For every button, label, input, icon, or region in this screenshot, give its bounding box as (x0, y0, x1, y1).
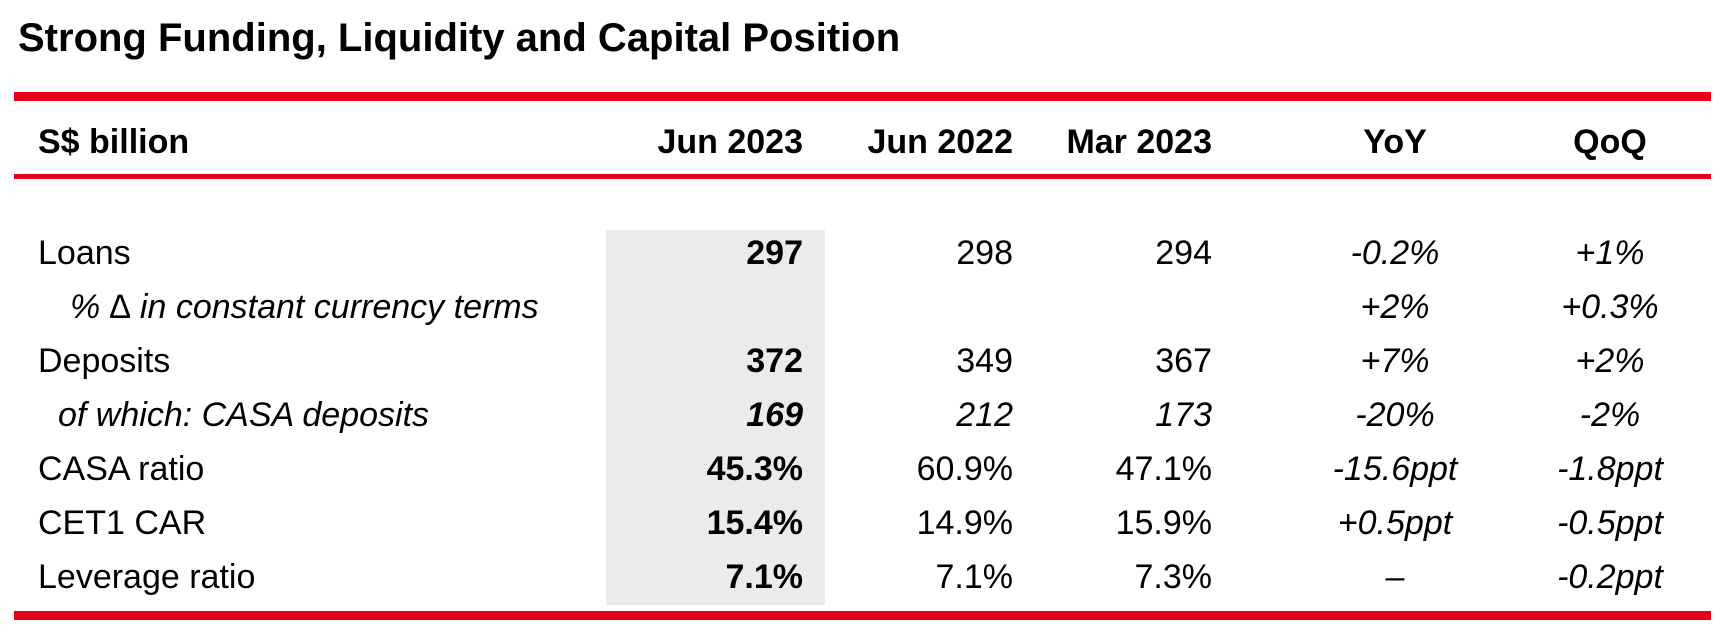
row-label: CASA ratio (38, 450, 205, 488)
bottom-rule (14, 611, 1711, 620)
table-row: CET1 CAR 15.4% 14.9% 15.9% +0.5ppt -0.5p… (0, 496, 1726, 550)
row-label: Deposits (38, 342, 171, 380)
current-period-highlight (606, 230, 825, 605)
row-label: of which: CASA deposits (58, 396, 430, 434)
col-header-mar-2023: Mar 2023 (1066, 123, 1212, 161)
cell-yoy: -0.2% (1350, 234, 1440, 272)
cell-jun-2022: 212 (956, 396, 1013, 434)
top-rule (14, 92, 1711, 101)
cell-mar-2023: 294 (1155, 234, 1212, 272)
cell-jun-2023: 297 (746, 234, 803, 272)
table-row: CASA ratio 45.3% 60.9% 47.1% -15.6ppt -1… (0, 442, 1726, 496)
cell-mar-2023: 367 (1155, 342, 1212, 380)
cell-jun-2022: 14.9% (916, 504, 1013, 542)
table-row: of which: CASA deposits 169 212 173 -20%… (0, 388, 1726, 442)
cell-yoy: +0.5ppt (1337, 504, 1453, 542)
header-rule (14, 174, 1711, 179)
col-header-qoq: QoQ (1573, 123, 1647, 161)
cell-qoq: -1.8ppt (1557, 450, 1663, 488)
cell-mar-2023: 15.9% (1115, 504, 1212, 542)
cell-jun-2023: 372 (746, 342, 803, 380)
cell-jun-2022: 298 (956, 234, 1013, 272)
cell-mar-2023: 173 (1155, 396, 1212, 434)
cell-yoy: +2% (1360, 288, 1430, 326)
cell-qoq: +2% (1575, 342, 1645, 380)
cell-qoq: -2% (1579, 396, 1641, 434)
cell-qoq: -0.5ppt (1557, 504, 1663, 542)
cell-yoy: -15.6ppt (1332, 450, 1458, 488)
cell-jun-2022: 7.1% (935, 558, 1014, 596)
cell-qoq: -0.2ppt (1557, 558, 1663, 596)
row-label: Leverage ratio (38, 558, 256, 596)
cell-mar-2023: 7.3% (1134, 558, 1213, 596)
table-row: Deposits 372 349 367 +7% +2% (0, 334, 1726, 388)
row-label: Loans (38, 234, 131, 272)
row-label: CET1 CAR (38, 504, 207, 542)
table-row: % ∆ in constant currency terms +2% +0.3% (0, 280, 1726, 334)
col-header-yoy: YoY (1363, 123, 1427, 161)
cell-jun-2023: 45.3% (706, 450, 803, 488)
cell-jun-2022: 60.9% (916, 450, 1013, 488)
cell-mar-2023: 47.1% (1115, 450, 1212, 488)
table-row: Leverage ratio 7.1% 7.1% 7.3% – -0.2ppt (0, 550, 1726, 604)
col-header-jun-2023: Jun 2023 (657, 123, 803, 161)
page-title: Strong Funding, Liquidity and Capital Po… (18, 16, 901, 60)
cell-qoq: +0.3% (1561, 288, 1659, 326)
cell-jun-2022: 349 (956, 342, 1013, 380)
row-label: % ∆ in constant currency terms (70, 288, 539, 326)
cell-jun-2023: 7.1% (725, 558, 804, 596)
cell-jun-2023: 15.4% (706, 504, 803, 542)
cell-jun-2023: 169 (746, 396, 803, 434)
col-header-jun-2022: Jun 2022 (867, 123, 1013, 161)
cell-yoy: -20% (1355, 396, 1435, 434)
cell-yoy: – (1385, 558, 1405, 596)
cell-yoy: +7% (1360, 342, 1430, 380)
cell-qoq: +1% (1575, 234, 1645, 272)
table-row: Loans 297 298 294 -0.2% +1% (0, 226, 1726, 280)
unit-header: S$ billion (38, 123, 190, 161)
